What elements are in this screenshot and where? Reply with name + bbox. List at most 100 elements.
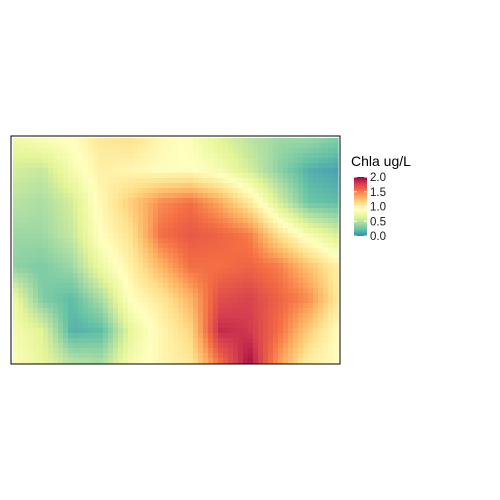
heat-cell <box>303 263 309 269</box>
heat-cell <box>253 278 259 284</box>
heat-cell <box>143 233 149 239</box>
heat-cell <box>213 298 219 304</box>
heat-cell <box>148 223 154 229</box>
heat-cell <box>228 218 234 224</box>
heat-cell <box>208 268 214 274</box>
heat-cell <box>133 243 139 249</box>
heat-cell <box>313 298 319 304</box>
heat-cell <box>303 148 309 154</box>
heat-cell <box>13 273 19 279</box>
heat-cell <box>203 303 209 309</box>
heat-cell <box>313 318 319 324</box>
heat-cell <box>153 218 159 224</box>
heat-cell <box>83 193 89 199</box>
heat-cell <box>293 323 299 329</box>
heat-cell <box>238 343 244 349</box>
heat-cell <box>153 208 159 214</box>
heat-cell <box>63 358 69 364</box>
heat-cell <box>258 313 264 319</box>
heat-cell <box>263 313 269 319</box>
heat-cell <box>253 308 259 314</box>
heat-cell <box>238 223 244 229</box>
heat-cell <box>128 238 134 244</box>
heat-cell <box>208 278 214 284</box>
heat-cell <box>263 198 269 204</box>
heat-cell <box>58 228 64 234</box>
heat-cell <box>148 183 154 189</box>
heat-cell <box>113 283 119 289</box>
heat-cell <box>128 223 134 229</box>
heat-cell <box>283 288 289 294</box>
heat-cell <box>218 328 224 334</box>
heat-cell <box>228 188 234 194</box>
heat-cell <box>143 328 149 334</box>
heat-cell <box>38 358 44 364</box>
heat-cell <box>33 353 39 359</box>
heat-cell <box>178 358 184 364</box>
heat-cell <box>78 248 84 254</box>
heat-cell <box>43 273 49 279</box>
heat-cell <box>23 218 29 224</box>
heat-cell <box>263 238 269 244</box>
heat-cell <box>98 153 104 159</box>
heat-cell <box>128 328 134 334</box>
heat-cell <box>158 293 164 299</box>
heat-cell <box>163 163 169 169</box>
heat-cell <box>98 143 104 149</box>
heat-cell <box>293 168 299 174</box>
heat-cell <box>73 183 79 189</box>
heat-cell <box>273 288 279 294</box>
heat-cell <box>218 298 224 304</box>
heat-cell <box>118 138 124 144</box>
heat-cell <box>168 338 174 344</box>
heat-cell <box>233 253 239 259</box>
heat-cell <box>53 228 59 234</box>
heat-cell <box>63 323 69 329</box>
heat-cell <box>163 258 169 264</box>
heat-cell <box>273 338 279 344</box>
heat-cell <box>133 188 139 194</box>
heat-cell <box>223 308 229 314</box>
heat-cell <box>168 213 174 219</box>
heat-cell <box>318 273 324 279</box>
heat-cell <box>143 173 149 179</box>
heat-cell <box>118 223 124 229</box>
heat-cell <box>148 348 154 354</box>
heat-cell <box>133 193 139 199</box>
heat-cell <box>323 153 329 159</box>
heat-cell <box>138 343 144 349</box>
heat-cell <box>43 153 49 159</box>
heat-cell <box>163 303 169 309</box>
heat-cell <box>308 228 314 234</box>
heat-cell <box>263 298 269 304</box>
heat-cell <box>78 148 84 154</box>
heat-cell <box>38 298 44 304</box>
heat-cell <box>133 278 139 284</box>
heat-cell <box>243 233 249 239</box>
heat-cell <box>198 188 204 194</box>
heat-cell <box>333 308 339 314</box>
heat-cell <box>318 188 324 194</box>
heat-cell <box>313 158 319 164</box>
heat-cell <box>258 153 264 159</box>
heat-cell <box>333 218 339 224</box>
heat-cell <box>73 343 79 349</box>
heat-cell <box>83 308 89 314</box>
heat-cell <box>278 153 284 159</box>
heat-cell <box>263 278 269 284</box>
heat-cell <box>183 353 189 359</box>
heat-cell <box>253 323 259 329</box>
heat-cell <box>328 218 334 224</box>
heat-cell <box>193 148 199 154</box>
heat-cell <box>208 253 214 259</box>
heat-cell <box>238 168 244 174</box>
heat-cell <box>63 158 69 164</box>
heat-cell <box>198 138 204 144</box>
heat-cell <box>23 308 29 314</box>
heat-cell <box>18 148 24 154</box>
heat-cell <box>298 198 304 204</box>
heat-cell <box>233 288 239 294</box>
heat-cell <box>233 308 239 314</box>
heat-cell <box>93 223 99 229</box>
heat-cell <box>188 153 194 159</box>
